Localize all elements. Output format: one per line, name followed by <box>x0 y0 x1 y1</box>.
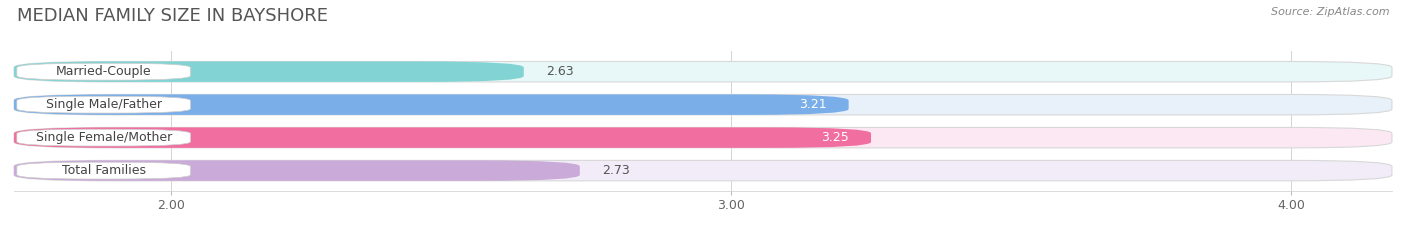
Text: 3.25: 3.25 <box>821 131 849 144</box>
FancyBboxPatch shape <box>17 129 190 146</box>
Text: Total Families: Total Families <box>62 164 146 177</box>
FancyBboxPatch shape <box>14 160 579 181</box>
FancyBboxPatch shape <box>17 96 190 113</box>
Text: Single Male/Father: Single Male/Father <box>45 98 162 111</box>
Text: Source: ZipAtlas.com: Source: ZipAtlas.com <box>1271 7 1389 17</box>
FancyBboxPatch shape <box>14 127 872 148</box>
FancyBboxPatch shape <box>14 94 849 115</box>
Text: Single Female/Mother: Single Female/Mother <box>35 131 172 144</box>
FancyBboxPatch shape <box>17 63 190 80</box>
FancyBboxPatch shape <box>14 160 1392 181</box>
Text: 2.73: 2.73 <box>602 164 630 177</box>
Text: MEDIAN FAMILY SIZE IN BAYSHORE: MEDIAN FAMILY SIZE IN BAYSHORE <box>17 7 328 25</box>
FancyBboxPatch shape <box>17 162 190 179</box>
Text: 3.21: 3.21 <box>799 98 827 111</box>
Text: Married-Couple: Married-Couple <box>56 65 152 78</box>
FancyBboxPatch shape <box>14 94 1392 115</box>
Text: 2.63: 2.63 <box>546 65 574 78</box>
FancyBboxPatch shape <box>14 127 1392 148</box>
FancyBboxPatch shape <box>14 62 1392 82</box>
FancyBboxPatch shape <box>14 62 524 82</box>
